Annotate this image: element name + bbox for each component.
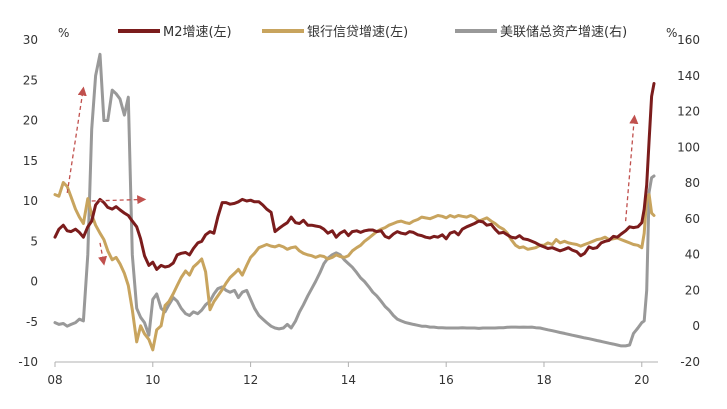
y-right-tick-label: -20	[680, 355, 700, 369]
y-right-tick-label: 140	[677, 69, 700, 83]
y-left-unit-label: %	[58, 26, 69, 40]
x-tick-label: 12	[243, 373, 258, 387]
series-line	[53, 181, 656, 352]
x-tick-label: 08	[47, 373, 62, 387]
y-right-tick-label: 40	[685, 248, 700, 262]
y-left-tick-label: -10	[18, 355, 38, 369]
series-line	[53, 52, 656, 348]
y-right-unit-label: %	[666, 26, 677, 40]
y-left-tick-label: 20	[23, 114, 38, 128]
annotation-arrow	[624, 114, 639, 222]
y-left-tick-label: 15	[23, 154, 38, 168]
legend-label: 银行信贷增速(左)	[307, 25, 408, 40]
y-right-tick-label: 0	[692, 319, 700, 333]
annotation-arrow	[66, 86, 87, 194]
y-left-tick-label: 5	[30, 234, 38, 248]
y-left-tick-label: 25	[23, 73, 38, 87]
x-tick-label: 10	[145, 373, 160, 387]
y-right-tick-label: 160	[677, 33, 700, 47]
y-right-tick-label: 100	[677, 140, 700, 154]
y-right-tick-label: 20	[685, 283, 700, 297]
y-left-tick-label: 30	[23, 33, 38, 47]
x-tick-label: 18	[536, 373, 551, 387]
y-right-tick-label: 60	[685, 212, 700, 226]
x-tick-label: 14	[341, 373, 356, 387]
legend-label: M2增速(左)	[163, 25, 232, 40]
y-left-tick-label: 10	[23, 194, 38, 208]
annotation-arrow	[98, 242, 108, 266]
y-left-tick-label: 0	[30, 275, 38, 289]
y-right-tick-label: 120	[677, 105, 700, 119]
y-right-tick-label: 80	[685, 176, 700, 190]
series-line	[53, 82, 656, 271]
y-left-tick-label: -5	[26, 315, 38, 329]
x-tick-label: 20	[634, 373, 649, 387]
annotation-arrow	[91, 195, 147, 205]
x-tick-label: 16	[439, 373, 454, 387]
legend-label: 美联储总资产增速(右)	[500, 25, 627, 40]
